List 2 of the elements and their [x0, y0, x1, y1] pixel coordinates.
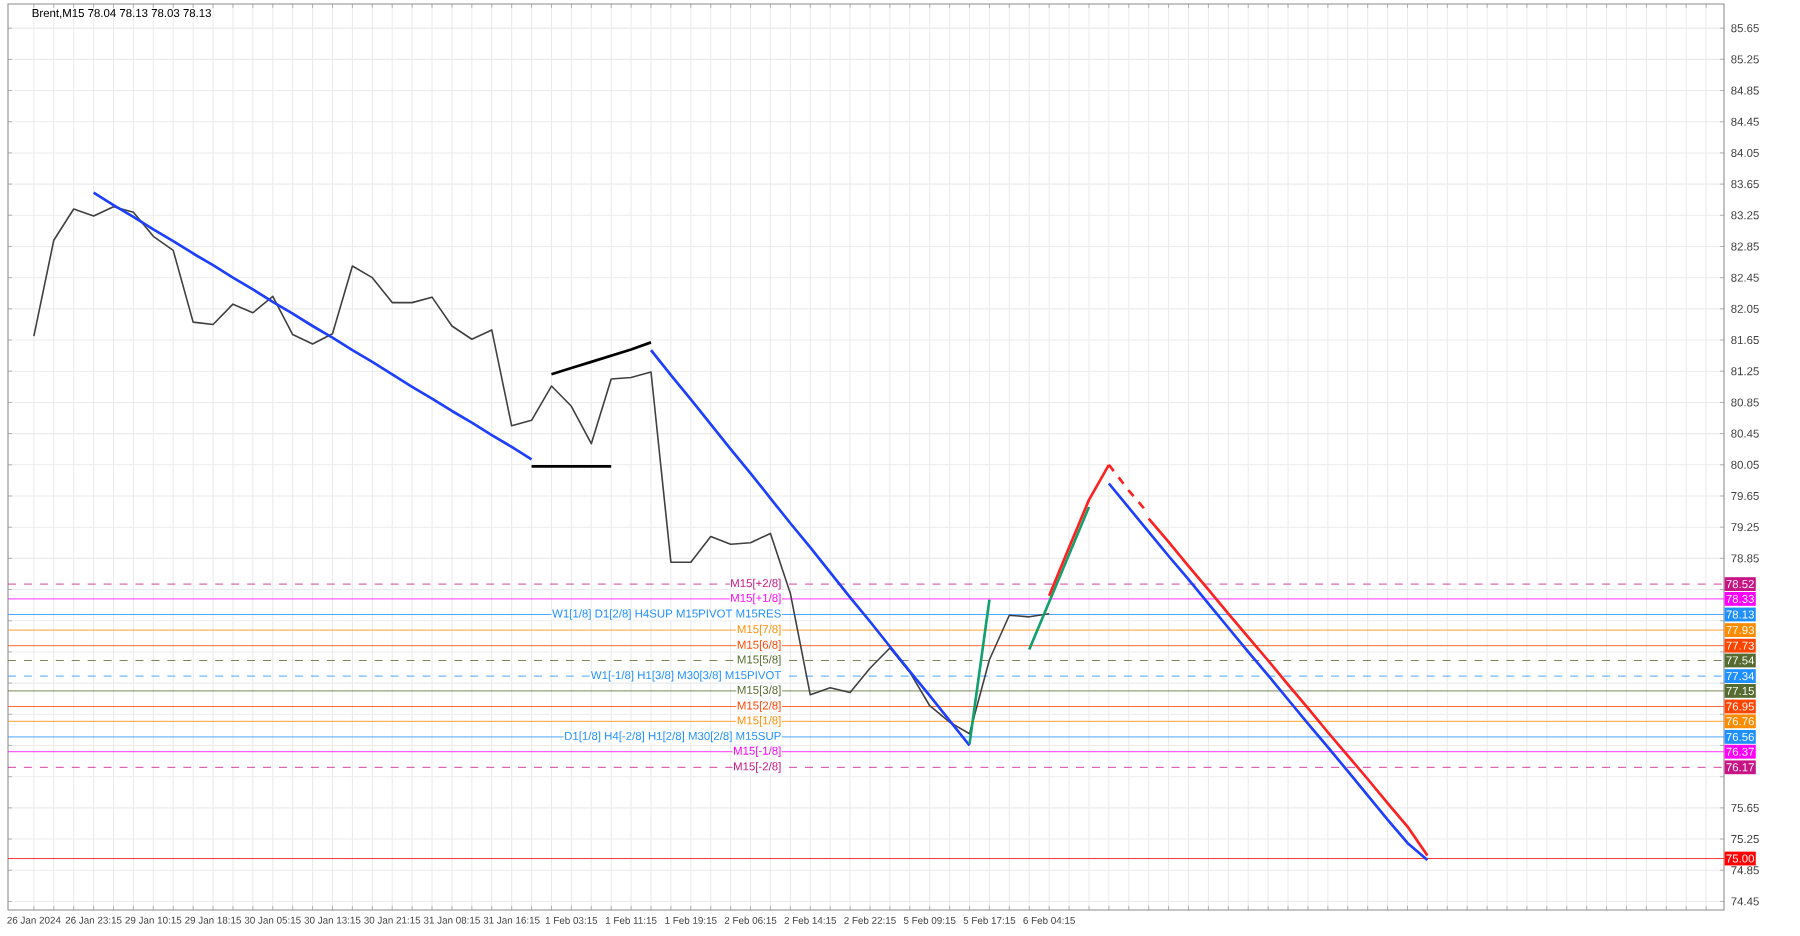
line-series	[92, 191, 533, 461]
line-series	[33, 205, 1050, 735]
